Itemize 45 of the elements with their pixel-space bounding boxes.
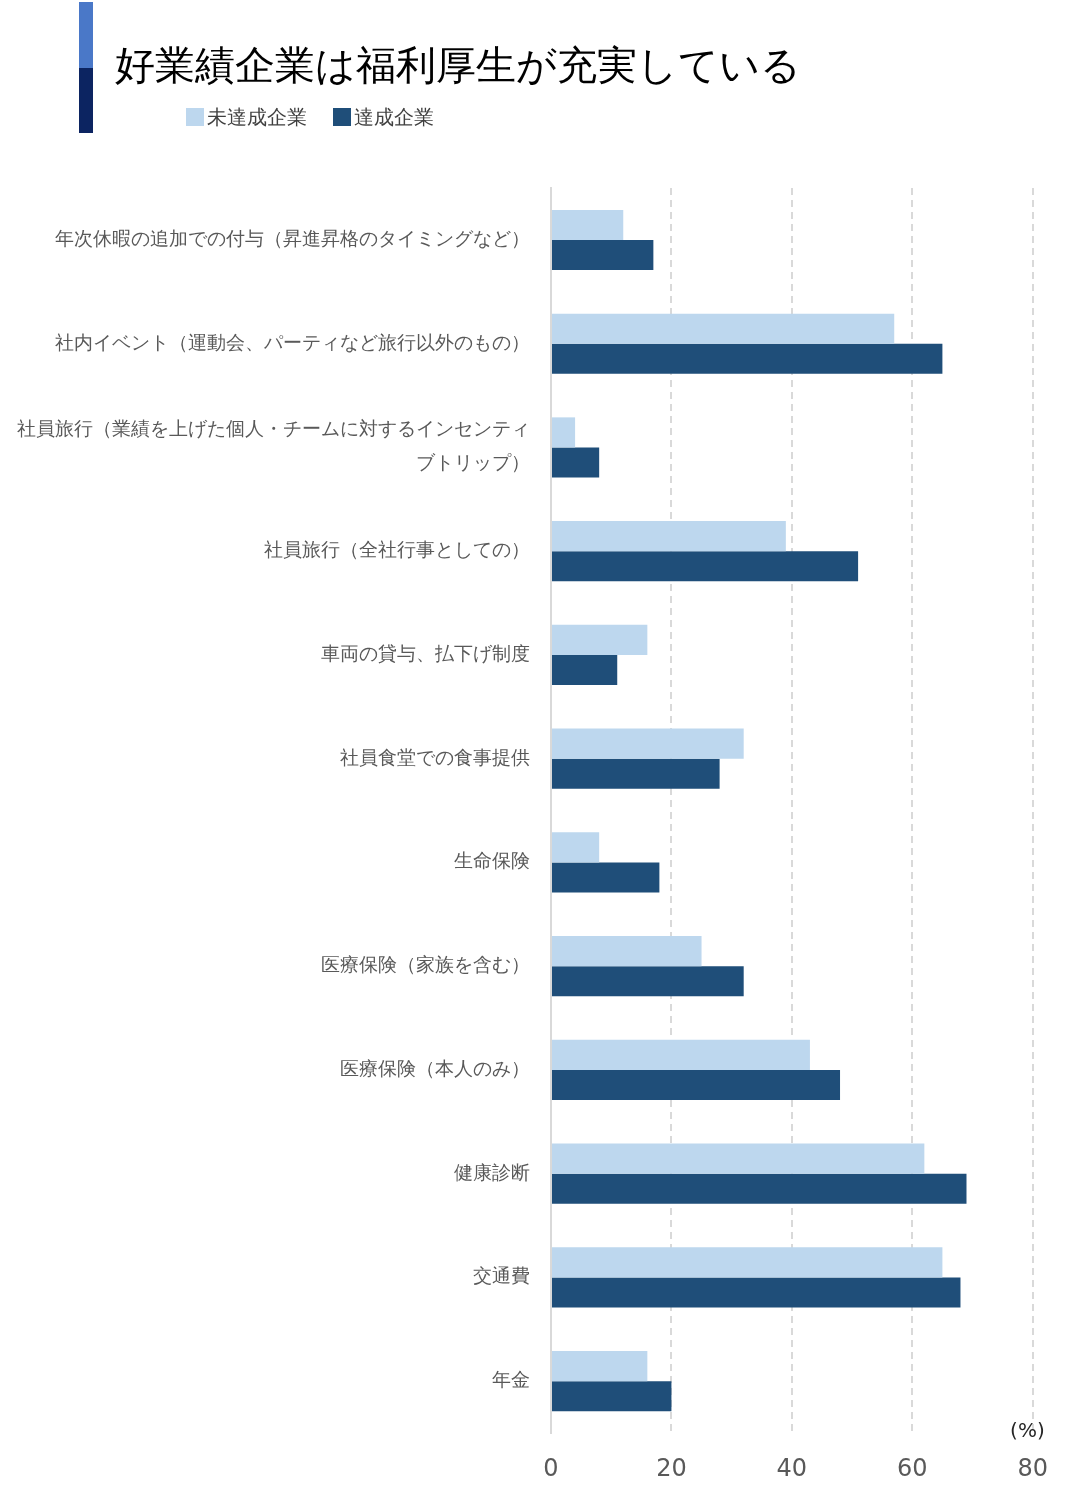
- y-tick-label: 車両の貸与、払下げ制度: [321, 641, 530, 664]
- bar: [552, 1173, 967, 1204]
- y-tick-label: 医療保険（本人のみ）: [340, 1056, 530, 1079]
- y-tick-label: 社内イベント（運動会、パーティなど旅行以外のもの）: [55, 330, 530, 353]
- y-tick-label: 健康診断: [454, 1160, 530, 1183]
- y-tick-label: 社員食堂での食事提供: [340, 745, 530, 768]
- bar: [552, 728, 744, 759]
- x-tick-label: 60: [897, 1453, 928, 1482]
- bar: [552, 417, 576, 448]
- x-tick-label: 40: [776, 1453, 808, 1482]
- legend-label: 未達成企業: [207, 105, 307, 129]
- bar: [552, 1381, 672, 1412]
- bar: [552, 343, 943, 374]
- bar: [552, 624, 648, 655]
- x-tick-label: 0: [543, 1453, 559, 1482]
- bar: [552, 1247, 943, 1278]
- y-tick-label: 社員旅行（業績を上げた個人・チームに対するインセンティブトリップ）: [17, 417, 530, 474]
- bar: [552, 862, 660, 893]
- bar: [552, 832, 600, 863]
- bar: [552, 209, 624, 240]
- bar: [552, 1039, 810, 1070]
- x-tick-label: 20: [656, 1453, 687, 1482]
- y-tick-label: 交通費: [473, 1264, 530, 1287]
- x-axis-title: (%): [1010, 1418, 1045, 1443]
- bar: [552, 447, 600, 478]
- bar: [552, 313, 895, 344]
- bar: [552, 966, 744, 997]
- bar: [552, 758, 720, 789]
- legend-label: 達成企業: [354, 105, 434, 129]
- x-tick-label: 80: [1017, 1453, 1048, 1482]
- bar: [552, 551, 859, 582]
- bar: [552, 1069, 841, 1100]
- y-tick-label: 生命保険: [454, 849, 530, 872]
- bar: [552, 521, 786, 552]
- bar: [552, 936, 702, 967]
- y-tick-label: 社員旅行（全社行事としての）: [264, 538, 530, 561]
- y-tick-label: 年次休暇の追加での付与（昇進昇格のタイミングなど）: [55, 226, 530, 249]
- y-tick-label: 年金: [492, 1368, 530, 1391]
- bar: [552, 239, 654, 271]
- bar: [552, 1277, 961, 1308]
- bar: [552, 654, 618, 686]
- y-tick-label: 医療保険（家族を含む）: [321, 953, 530, 976]
- chart-title: 好業績企業は福利厚生が充実している: [115, 41, 801, 90]
- bar: [552, 1143, 925, 1174]
- bar: [552, 1351, 648, 1382]
